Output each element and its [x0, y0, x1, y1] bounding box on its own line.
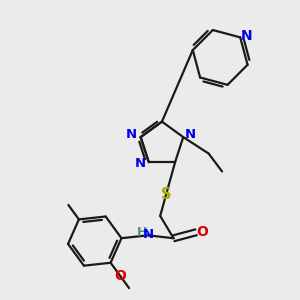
Text: H: H	[136, 226, 147, 239]
Text: N: N	[143, 228, 154, 241]
Text: N: N	[184, 128, 195, 141]
Text: N: N	[126, 128, 137, 141]
Text: O: O	[196, 225, 208, 239]
Text: S: S	[161, 187, 171, 202]
Text: N: N	[134, 157, 146, 170]
Text: O: O	[114, 269, 126, 283]
Text: N: N	[241, 29, 253, 43]
